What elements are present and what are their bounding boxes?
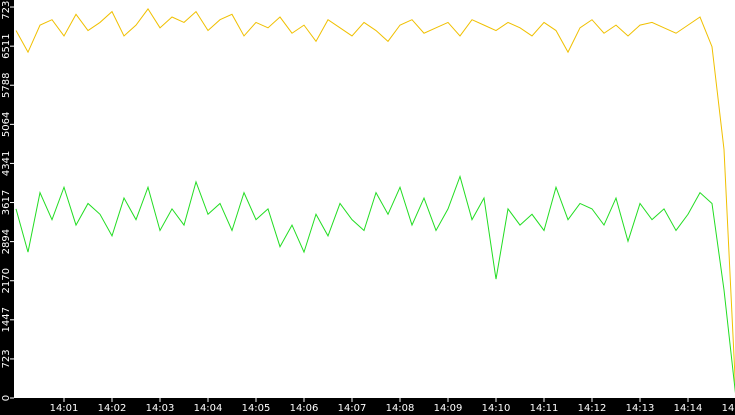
series-line: [15, 174, 735, 394]
y-tick-label: 0: [1, 395, 12, 401]
series-line: [15, 8, 735, 388]
x-tick-label: 14:02: [98, 403, 127, 414]
x-tick-label: 14:07: [338, 403, 367, 414]
x-tick-label: 14:04: [194, 403, 223, 414]
y-tick-label: 2894: [1, 229, 12, 254]
x-tick-label: 14:09: [434, 403, 463, 414]
x-tick-label: 14:01: [50, 403, 79, 414]
x-tick-label: 14:11: [530, 403, 559, 414]
x-tick-label: 14:14: [674, 403, 703, 414]
x-tick-label: 14: [722, 403, 735, 414]
y-tick-label: 723: [1, 349, 12, 368]
x-tick-label: 14:13: [626, 403, 655, 414]
y-tick-label: 3617: [1, 190, 12, 215]
y-tick-label: 6511: [1, 33, 12, 58]
y-tick-label: 7235: [1, 0, 12, 20]
x-tick-label: 14:10: [482, 403, 511, 414]
x-tick-label: 14:08: [386, 403, 415, 414]
x-tick-label: 14:05: [242, 403, 271, 414]
x-tick-label: 14:03: [146, 403, 175, 414]
y-tick-label: 2170: [1, 268, 12, 293]
y-tick-label: 1447: [1, 307, 12, 332]
x-tick-label: 14:12: [578, 403, 607, 414]
y-tick-label: 4341: [1, 151, 12, 176]
y-tick-label: 5064: [1, 112, 12, 137]
y-tick-label: 5788: [1, 72, 12, 97]
x-tick-label: 14:06: [290, 403, 319, 414]
